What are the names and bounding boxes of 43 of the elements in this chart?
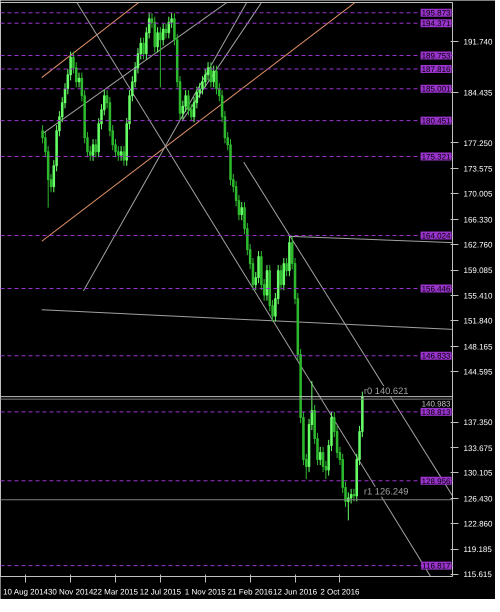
- x-tick-label: 1 Nov 2015: [184, 588, 226, 596]
- ref-line-label: 194.371: [422, 19, 452, 28]
- ref-line-label: 175.321: [422, 152, 452, 162]
- y-tick-label: 162.760: [464, 240, 493, 250]
- y-tick-label: 191.740: [464, 38, 493, 47]
- ref-line-label: 156.446: [422, 284, 452, 294]
- x-tick-label: 12 Jun 2016: [273, 588, 318, 596]
- x-tick-label: 22 Mar 2015: [93, 588, 139, 596]
- x-tick-label: 30 Nov 2014: [48, 588, 94, 596]
- ref-line-label: 195.873: [422, 8, 452, 18]
- ref-line-label: 140.983: [422, 400, 452, 409]
- y-tick-label: 151.840: [464, 316, 493, 326]
- y-tick-label: 130.105: [464, 468, 493, 478]
- y-tick-label: 115.615: [464, 570, 492, 580]
- y-tick-label: 119.185: [464, 545, 492, 554]
- ref-line-label: r1 126.249: [364, 486, 409, 497]
- y-tick-label: 155.410: [464, 292, 493, 301]
- x-tick-label: 21 Feb 2016: [228, 588, 274, 596]
- ref-line-label: 138.813: [422, 408, 452, 417]
- x-tick-label: 10 Aug 2014: [3, 588, 49, 596]
- y-tick-label: 133.675: [464, 444, 493, 453]
- y-tick-label: 148.165: [464, 342, 493, 352]
- y-tick-label: 159.085: [464, 266, 493, 276]
- ref-line-label: r0 140.621: [364, 386, 409, 396]
- y-tick-label: 170.005: [464, 190, 493, 199]
- ref-line-label: 116.817: [422, 562, 452, 571]
- ref-line-label: 164.024: [422, 231, 452, 240]
- y-tick-label: 184.435: [464, 88, 493, 98]
- ref-line-label: 187.816: [422, 65, 452, 74]
- ref-line-label: 185.001: [422, 84, 452, 94]
- y-tick-label: 122.860: [464, 519, 493, 528]
- y-tick-label: 166.330: [464, 215, 493, 224]
- ref-line-label: 146.833: [422, 352, 452, 361]
- x-tick-label: 2 Oct 2016: [320, 588, 360, 596]
- y-tick-label: 137.350: [464, 418, 493, 428]
- x-tick-label: 12 Jul 2015: [140, 588, 182, 596]
- ref-line-label: 128.956: [422, 476, 452, 486]
- y-tick-label: 126.430: [464, 494, 493, 504]
- ref-line-label: 189.753: [422, 52, 452, 60]
- ref-line-label: 180.451: [422, 116, 452, 126]
- y-tick-label: 173.575: [464, 164, 493, 174]
- y-tick-label: 177.250: [464, 138, 493, 148]
- y-tick-label: 144.595: [464, 367, 493, 376]
